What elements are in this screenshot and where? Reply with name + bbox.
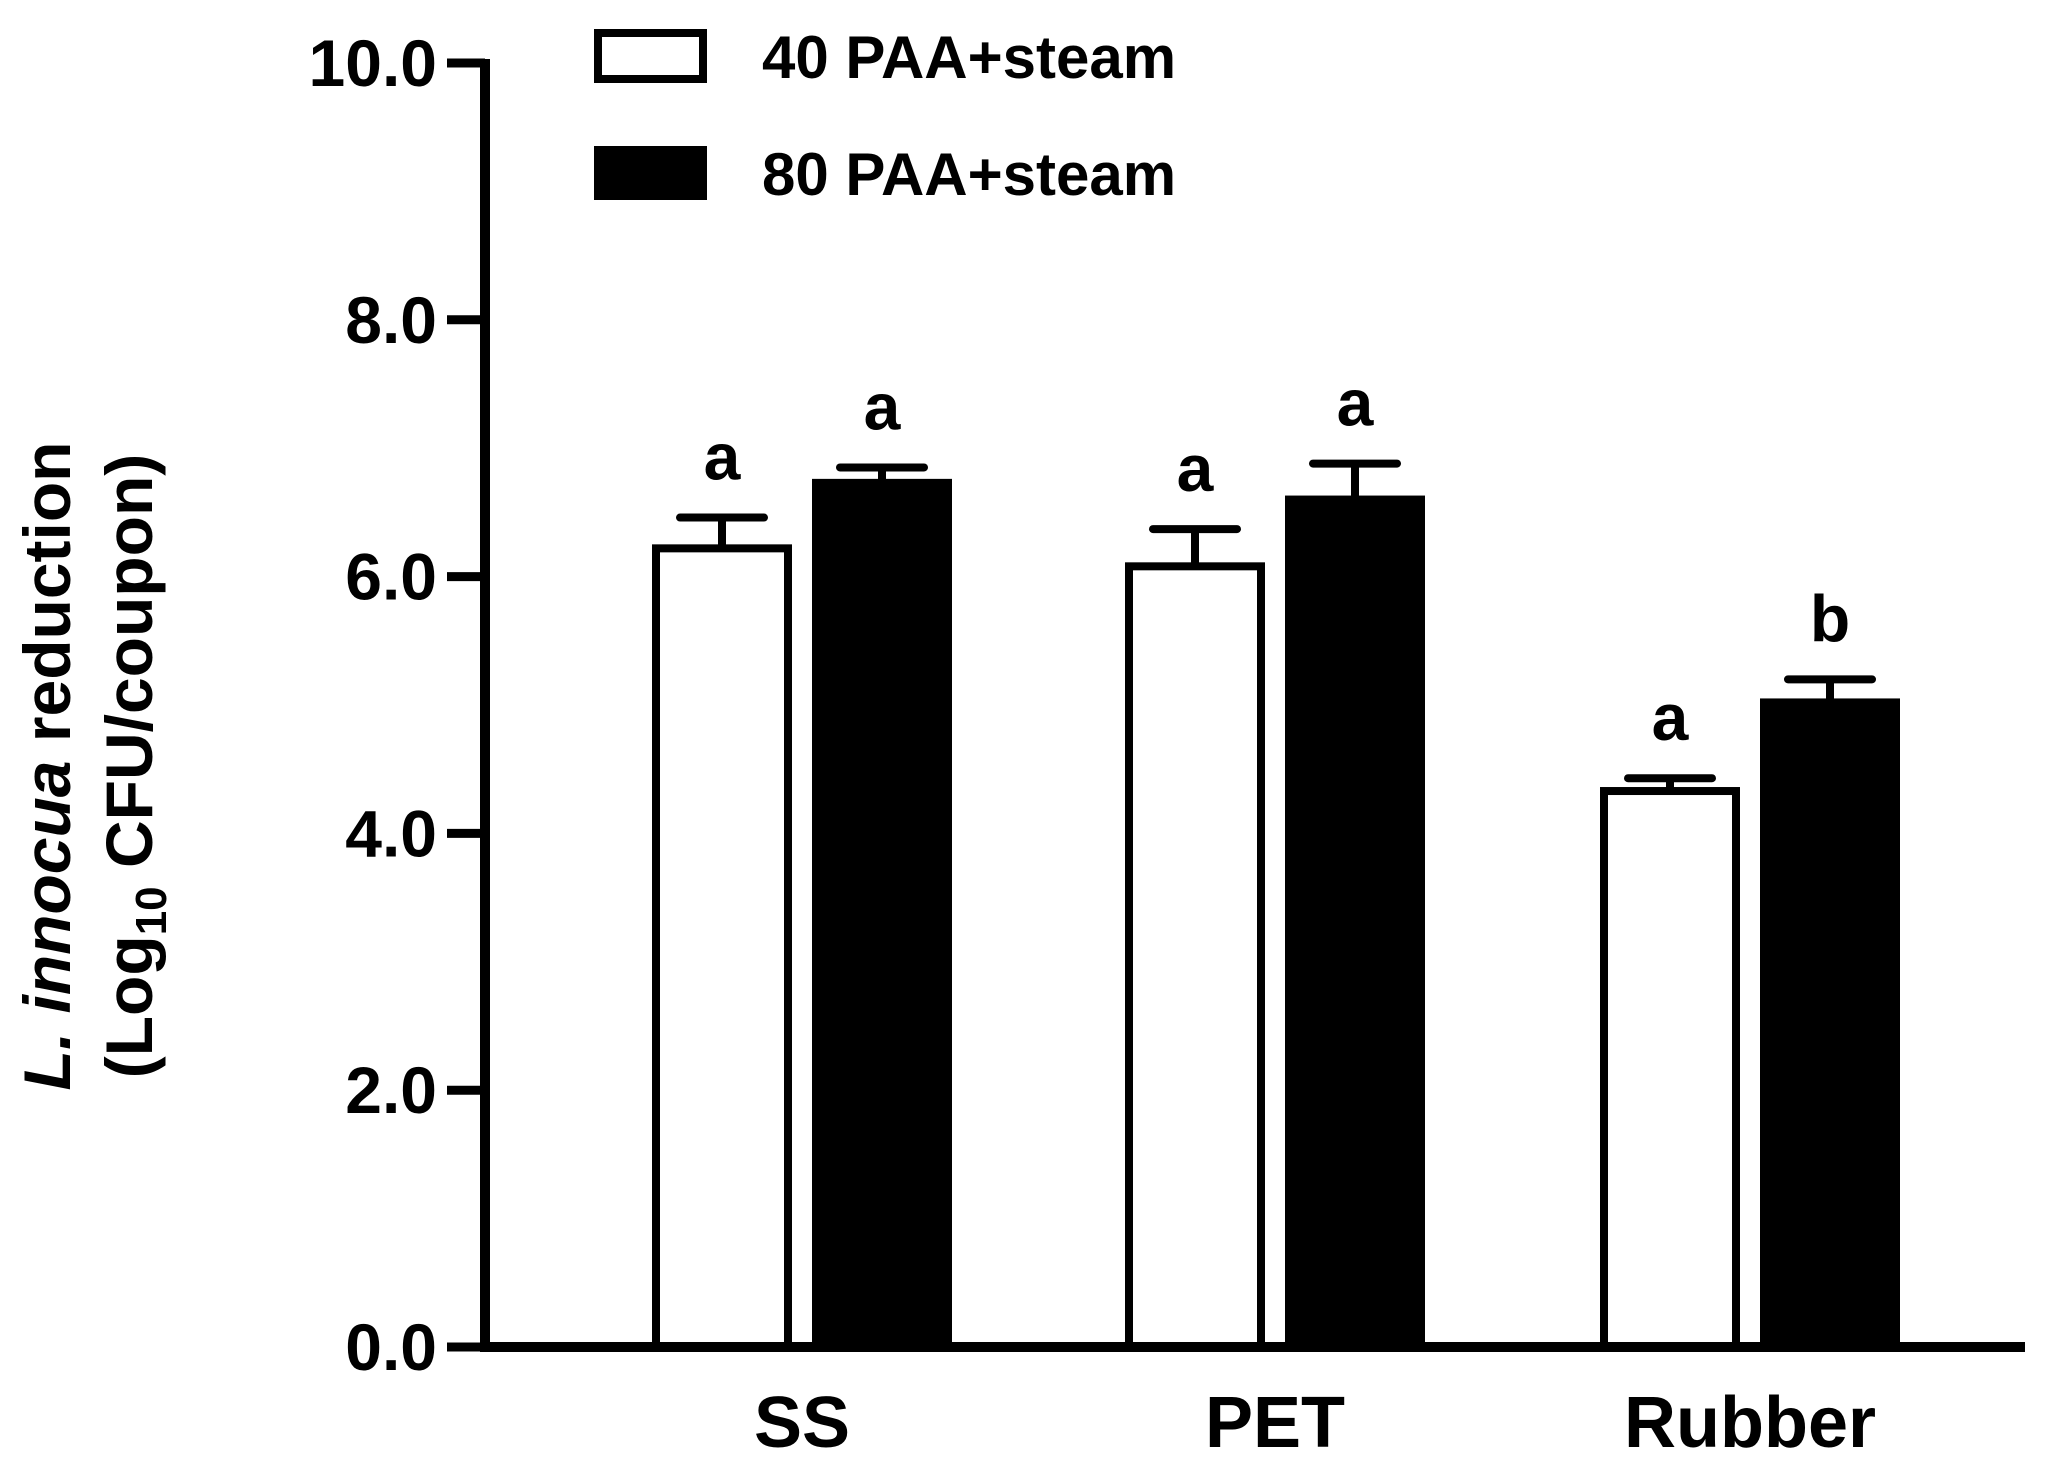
significance-letter-pet-series-2: a <box>1337 366 1375 440</box>
bar-pet-series-1 <box>1125 562 1265 1351</box>
x-tick-label-rubber: Rubber <box>1624 1383 1876 1463</box>
y-axis-label-line1: L. innocua reduction <box>10 441 84 1090</box>
bar-rubber-series-1 <box>1600 787 1740 1351</box>
x-tick-label-ss: SS <box>754 1383 850 1463</box>
y-axis-label-unit-suffix: CFU/coupon) <box>92 454 166 887</box>
y-axis-label-unit-subscript: 10 <box>127 886 176 935</box>
legend-swatch-series-1 <box>594 29 707 83</box>
y-tick-label-2: 4.0 <box>345 796 437 870</box>
significance-letter-rubber-series-1: a <box>1652 680 1690 754</box>
legend: 40 PAA+steam 80 PAA+steam <box>594 24 1176 208</box>
y-tick-label-1: 2.0 <box>345 1053 437 1127</box>
y-axis-label-unit-prefix: (Log <box>92 935 166 1078</box>
error-bars-layer <box>676 459 1876 792</box>
significance-letter-ss-series-2: a <box>864 369 902 443</box>
y-tick-label-0: 0.0 <box>345 1310 437 1384</box>
y-axis-label-species: L. innocua <box>10 761 84 1091</box>
y-tick-label-4: 8.0 <box>345 283 437 357</box>
y-axis-label: L. innocua reduction (Log10 CFU/coupon) <box>10 441 176 1090</box>
legend-swatch-series-2 <box>594 146 707 200</box>
y-axis-label-line2: (Log10 CFU/coupon) <box>92 454 176 1078</box>
legend-label-series-1: 40 PAA+steam <box>762 24 1176 91</box>
y-axis-label-measure: reduction <box>10 441 84 760</box>
significance-letter-pet-series-1: a <box>1177 431 1215 505</box>
bars-layer <box>652 478 1900 1352</box>
significance-letters-layer: a a a a a b <box>704 366 1851 755</box>
axes-layer: 0.0 2.0 4.0 6.0 8.0 10.0 SS PET Rubber <box>309 26 2025 1463</box>
bar-ss-series-1 <box>652 544 792 1351</box>
bar-rubber-series-2 <box>1760 698 1900 1351</box>
bar-ss-series-2 <box>812 478 952 1352</box>
bar-pet-series-2 <box>1285 495 1425 1351</box>
legend-label-series-2: 80 PAA+steam <box>762 141 1176 208</box>
y-tick-label-3: 6.0 <box>345 540 437 614</box>
significance-letter-rubber-series-2: b <box>1810 581 1850 655</box>
y-tick-label-5: 10.0 <box>309 26 437 100</box>
significance-letter-ss-series-1: a <box>704 420 742 494</box>
x-tick-label-pet: PET <box>1205 1383 1345 1463</box>
